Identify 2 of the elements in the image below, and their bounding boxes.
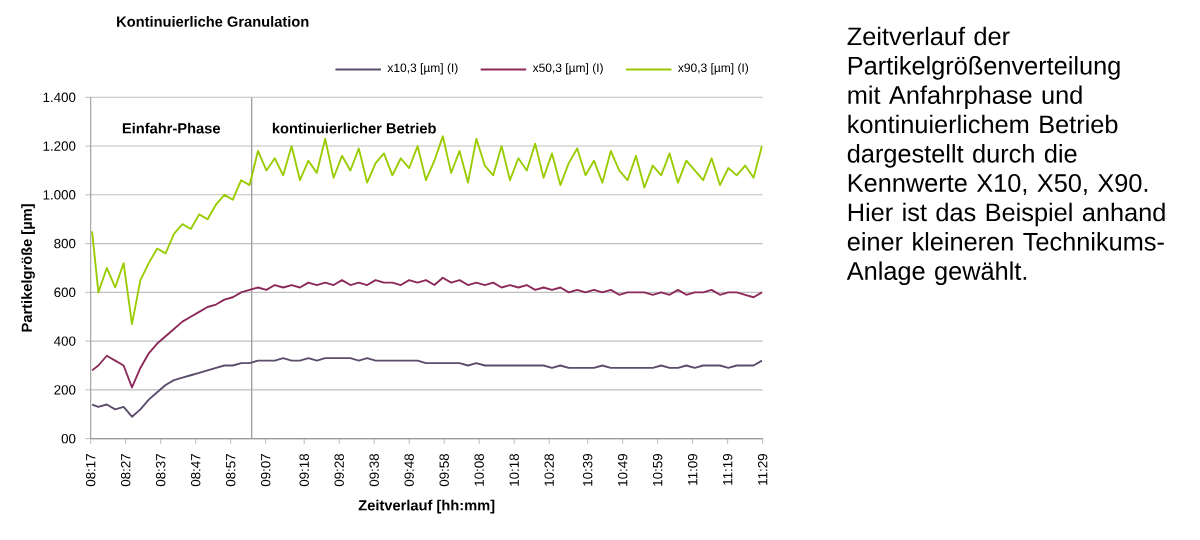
line-series	[91, 135, 763, 325]
text: Zeitverlauf der Partikelgrößenverteilung mit Anfahrphase und kontinuierlichem Betrieb dargestellt durch die Kennwerte X10, X50, X90. Hier ist das Beispiel anhand einer kleineren Technikums-Anlage gewählt.	[846, 26, 1165, 286]
